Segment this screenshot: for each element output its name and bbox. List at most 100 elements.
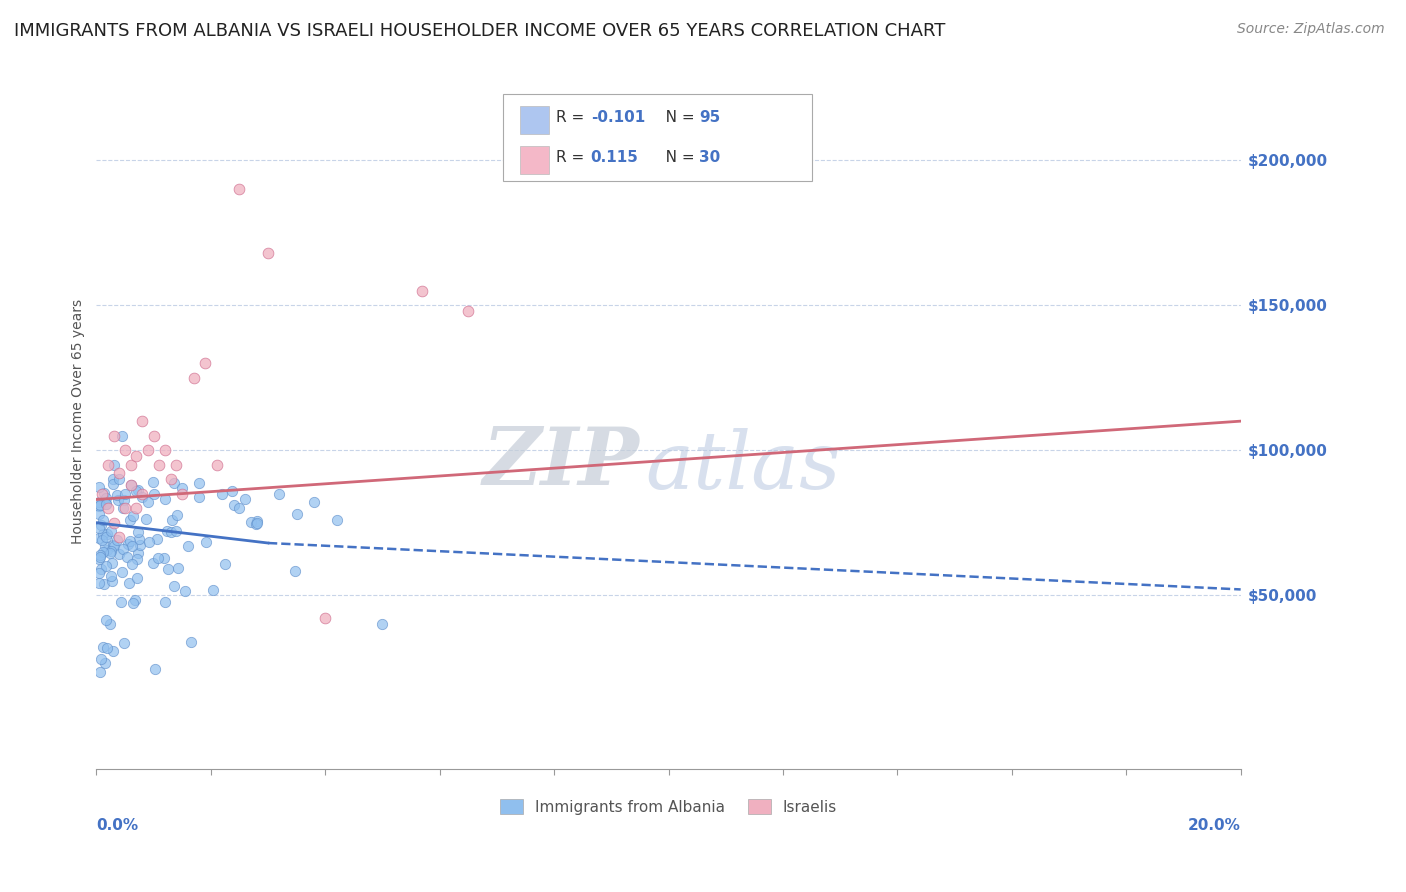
Point [101,557,124,571]
FancyBboxPatch shape [520,106,550,134]
Point [211,486,233,500]
Point [148,458,170,472]
Point [127,483,149,498]
Point [91,533,114,548]
Text: 0.115: 0.115 [591,150,638,165]
Point [167,560,190,574]
Point [108,467,131,481]
Point [188,475,211,490]
Point [105,533,128,548]
Point [120,513,142,527]
Point [325,513,347,527]
Point [94,656,117,670]
Point [120,478,142,492]
Point [314,611,336,625]
Point [90,518,112,533]
Point [96,543,118,558]
Point [127,546,149,560]
Point [302,495,325,509]
Text: N =: N = [651,150,700,165]
Point [111,500,134,515]
Point [194,356,217,370]
Point [228,501,250,516]
Legend: Immigrants from Albania, Israelis: Immigrants from Albania, Israelis [494,793,844,821]
Text: N =: N = [651,110,700,125]
Point [96,498,118,512]
Point [101,472,124,486]
Text: ZIP: ZIP [484,425,640,501]
Point [100,569,122,583]
Point [114,486,136,500]
Point [239,516,262,530]
Point [89,507,111,521]
Point [112,492,135,507]
Point [221,484,243,499]
Point [228,182,250,196]
Point [174,584,197,599]
Point [91,486,114,500]
Point [141,475,163,490]
Point [97,458,120,472]
Point [94,613,117,627]
Point [94,530,117,544]
Point [172,481,194,495]
Point [131,414,153,428]
Point [121,539,143,553]
FancyBboxPatch shape [520,146,550,174]
Point [108,547,131,561]
Text: 0.0%: 0.0% [97,818,138,833]
Point [142,428,165,442]
Point [142,486,165,500]
Text: 20.0%: 20.0% [1188,818,1240,833]
Point [153,595,176,609]
Point [136,495,159,509]
Point [89,566,111,580]
Point [91,512,114,526]
Point [97,501,120,516]
Point [269,486,291,500]
Point [89,548,111,562]
Point [90,562,112,576]
Point [180,635,202,649]
Point [89,495,111,509]
Point [177,539,200,553]
Point [111,565,134,579]
Point [121,508,143,523]
Point [105,488,128,502]
Point [371,617,394,632]
Point [131,486,153,500]
Point [100,524,122,539]
Y-axis label: Householder Income Over 65 years: Householder Income Over 65 years [72,299,86,544]
Point [245,516,267,531]
Point [284,565,307,579]
Point [457,304,479,318]
Point [108,472,131,486]
Point [165,458,187,472]
Point [195,534,218,549]
Point [233,492,256,507]
Point [157,562,180,576]
Point [224,498,246,512]
Point [112,636,135,650]
Point [214,558,236,572]
Point [120,478,142,492]
Point [91,526,114,541]
Point [101,476,124,491]
Point [91,545,114,559]
Point [183,370,205,384]
Point [125,571,148,585]
Point [125,483,148,498]
Text: R =: R = [557,110,589,125]
Point [156,524,179,538]
Point [159,472,181,486]
Point [160,513,183,527]
Point [90,652,112,666]
Point [89,531,111,545]
Point [103,538,125,552]
Point [159,524,181,539]
Point [128,538,150,552]
Point [111,542,134,557]
Text: IMMIGRANTS FROM ALBANIA VS ISRAELI HOUSEHOLDER INCOME OVER 65 YEARS CORRELATION : IMMIGRANTS FROM ALBANIA VS ISRAELI HOUSE… [14,22,945,40]
Point [93,577,115,591]
Text: atlas: atlas [645,427,841,505]
